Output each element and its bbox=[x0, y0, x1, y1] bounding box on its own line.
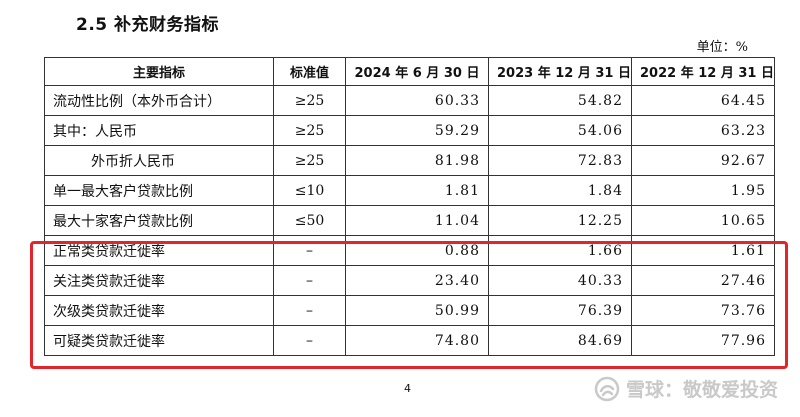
standard-value: ≤10 bbox=[273, 175, 346, 206]
value-2023: 84.69 bbox=[488, 325, 632, 356]
value-2022: 64.45 bbox=[631, 85, 775, 116]
value-2024: 11.04 bbox=[345, 205, 489, 236]
indicator-name: 次级类贷款迁徙率 bbox=[44, 295, 274, 326]
value-2023: 54.06 bbox=[488, 115, 632, 146]
value-2023: 76.39 bbox=[488, 295, 632, 326]
standard-value: – bbox=[273, 235, 346, 266]
value-2022: 27.46 bbox=[631, 265, 775, 296]
indicator-name: 最大十家客户贷款比例 bbox=[44, 205, 274, 236]
value-2024: 59.29 bbox=[345, 115, 489, 146]
value-2024: 1.81 bbox=[345, 175, 489, 206]
value-2024: 50.99 bbox=[345, 295, 489, 326]
standard-value: ≥25 bbox=[273, 145, 346, 176]
value-2024: 81.98 bbox=[345, 145, 489, 176]
indicator-name: 外币折人民币 bbox=[44, 145, 274, 176]
value-2022: 1.95 bbox=[631, 175, 775, 206]
table-row: 次级类贷款迁徙率 – 50.99 76.39 73.76 bbox=[44, 295, 775, 326]
value-2023: 1.66 bbox=[488, 235, 632, 266]
standard-value: ≥25 bbox=[273, 115, 346, 146]
header-indicator: 主要指标 bbox=[44, 57, 274, 86]
standard-value: – bbox=[273, 295, 346, 326]
indicator-name: 其中：人民币 bbox=[44, 115, 274, 146]
value-2024: 60.33 bbox=[345, 85, 489, 116]
table-row: 最大十家客户贷款比例 ≤50 11.04 12.25 10.65 bbox=[44, 205, 775, 236]
page-number: 4 bbox=[404, 382, 411, 395]
table-row: 其中：人民币 ≥25 59.29 54.06 63.23 bbox=[44, 115, 775, 146]
value-2024: 74.80 bbox=[345, 325, 489, 356]
indicator-name: 可疑类贷款迁徙率 bbox=[44, 325, 274, 356]
table-header-row: 主要指标 标准值 2024 年 6 月 30 日 2023 年 12 月 31 … bbox=[44, 57, 775, 86]
header-standard: 标准值 bbox=[273, 57, 346, 86]
watermark-text: 雪球：敬敬爱投资 bbox=[625, 379, 778, 401]
value-2022: 1.61 bbox=[631, 235, 775, 266]
snowball-logo-icon bbox=[594, 376, 620, 402]
value-2023: 12.25 bbox=[488, 205, 632, 236]
table-row: 可疑类贷款迁徙率 – 74.80 84.69 77.96 bbox=[44, 325, 775, 356]
value-2024: 23.40 bbox=[345, 265, 489, 296]
value-2022: 10.65 bbox=[631, 205, 775, 236]
table-row: 正常类贷款迁徙率 – 0.88 1.66 1.61 bbox=[44, 235, 775, 266]
standard-value: – bbox=[273, 265, 346, 296]
header-2023: 2023 年 12 月 31 日 bbox=[488, 57, 632, 86]
value-2024: 0.88 bbox=[345, 235, 489, 266]
standard-value: – bbox=[273, 325, 346, 356]
section-title: 2.5 补充财务指标 bbox=[76, 15, 220, 35]
value-2023: 72.83 bbox=[488, 145, 632, 176]
header-2024: 2024 年 6 月 30 日 bbox=[345, 57, 489, 86]
indicator-name: 流动性比例（本外币合计） bbox=[44, 85, 274, 116]
header-2022: 2022 年 12 月 31 日 bbox=[631, 57, 775, 86]
value-2022: 73.76 bbox=[631, 295, 775, 326]
table-row: 流动性比例（本外币合计） ≥25 60.33 54.82 64.45 bbox=[44, 85, 775, 116]
value-2023: 1.84 bbox=[488, 175, 632, 206]
indicator-name: 单一最大客户贷款比例 bbox=[44, 175, 274, 206]
financial-indicators-table: 主要指标 标准值 2024 年 6 月 30 日 2023 年 12 月 31 … bbox=[44, 57, 775, 356]
table-row: 单一最大客户贷款比例 ≤10 1.81 1.84 1.95 bbox=[44, 175, 775, 206]
value-2023: 40.33 bbox=[488, 265, 632, 296]
value-2023: 54.82 bbox=[488, 85, 632, 116]
value-2022: 92.67 bbox=[631, 145, 775, 176]
unit-label: 单位：% bbox=[696, 40, 748, 55]
value-2022: 77.96 bbox=[631, 325, 775, 356]
watermark: 雪球：敬敬爱投资 bbox=[594, 375, 778, 402]
standard-value: ≥25 bbox=[273, 85, 346, 116]
indicator-name: 关注类贷款迁徙率 bbox=[44, 265, 274, 296]
standard-value: ≤50 bbox=[273, 205, 346, 236]
value-2022: 63.23 bbox=[631, 115, 775, 146]
table-row: 关注类贷款迁徙率 – 23.40 40.33 27.46 bbox=[44, 265, 775, 296]
indicator-name: 正常类贷款迁徙率 bbox=[44, 235, 274, 266]
table-row: 外币折人民币 ≥25 81.98 72.83 92.67 bbox=[44, 145, 775, 176]
